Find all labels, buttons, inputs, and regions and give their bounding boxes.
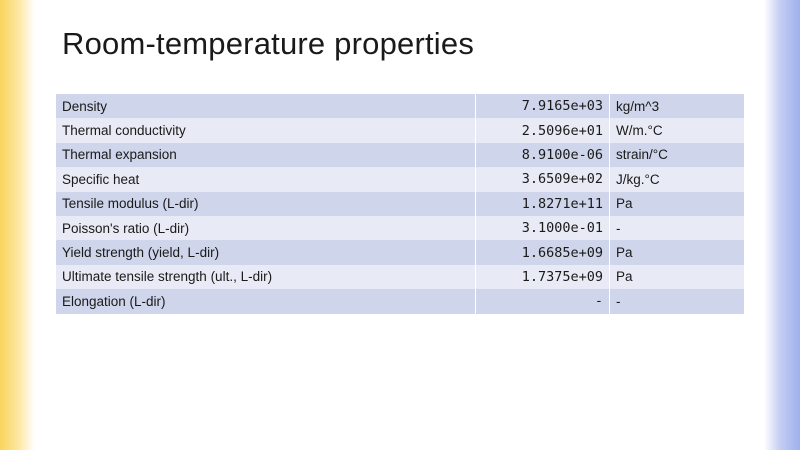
property-unit: -: [609, 215, 745, 241]
property-unit: J/kg.°C: [609, 167, 745, 192]
property-unit: Pa: [609, 264, 745, 290]
table-row: Thermal conductivity 2.5096e+01 W/m.°C: [55, 118, 745, 143]
right-gradient-band: [764, 0, 800, 450]
property-value: -: [475, 289, 610, 314]
table-row: Ultimate tensile strength (ult., L-dir) …: [55, 264, 745, 290]
table-row: Tensile modulus (L-dir) 1.8271e+11 Pa: [55, 191, 745, 216]
property-value: 7.9165e+03: [475, 94, 610, 119]
property-name: Thermal conductivity: [55, 118, 476, 143]
property-value: 3.1000e-01: [475, 215, 610, 241]
property-name: Ultimate tensile strength (ult., L-dir): [55, 264, 476, 290]
property-value: 3.6509e+02: [475, 167, 610, 192]
property-value: 2.5096e+01: [475, 118, 610, 143]
property-unit: -: [609, 289, 745, 314]
property-unit: Pa: [609, 191, 745, 216]
property-value: 1.6685e+09: [475, 240, 610, 265]
property-unit: Pa: [609, 240, 745, 265]
properties-table: Density 7.9165e+03 kg/m^3 Thermal conduc…: [55, 94, 745, 314]
property-value: 8.9100e-06: [475, 142, 610, 168]
table-row: Yield strength (yield, L-dir) 1.6685e+09…: [55, 240, 745, 265]
table-row: Thermal expansion 8.9100e-06 strain/°C: [55, 142, 745, 168]
property-unit: W/m.°C: [609, 118, 745, 143]
property-name: Yield strength (yield, L-dir): [55, 240, 476, 265]
table-row: Density 7.9165e+03 kg/m^3: [55, 94, 745, 119]
property-value: 1.8271e+11: [475, 191, 610, 216]
property-name: Density: [55, 94, 476, 119]
property-name: Specific heat: [55, 167, 476, 192]
property-name: Thermal expansion: [55, 142, 476, 168]
left-gradient-band: [0, 0, 35, 450]
table-row: Elongation (L-dir) - -: [55, 289, 745, 314]
property-unit: kg/m^3: [609, 94, 745, 119]
table-row: Poisson's ratio (L-dir) 3.1000e-01 -: [55, 215, 745, 241]
table-row: Specific heat 3.6509e+02 J/kg.°C: [55, 167, 745, 192]
property-name: Elongation (L-dir): [55, 289, 476, 314]
property-name: Poisson's ratio (L-dir): [55, 215, 476, 241]
property-unit: strain/°C: [609, 142, 745, 168]
property-value: 1.7375e+09: [475, 264, 610, 290]
property-name: Tensile modulus (L-dir): [55, 191, 476, 216]
slide-title: Room-temperature properties: [62, 26, 475, 61]
